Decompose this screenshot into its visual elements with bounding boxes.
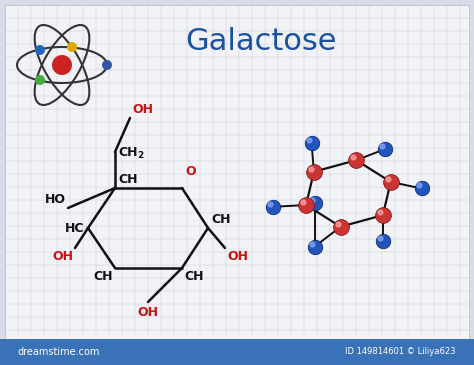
Text: CH: CH (184, 270, 203, 283)
Text: CH: CH (118, 146, 137, 158)
Text: HC: HC (64, 222, 84, 234)
Circle shape (102, 60, 112, 70)
Point (415, 182, 422, 188)
Text: Galactose: Galactose (185, 27, 337, 57)
Text: OH: OH (137, 306, 158, 319)
Point (307, 166, 315, 172)
Point (376, 209, 383, 215)
Text: OH: OH (227, 250, 248, 263)
Point (299, 199, 307, 205)
Text: ID 149814601 © Liliya623: ID 149814601 © Liliya623 (346, 347, 456, 357)
Point (352, 157, 360, 163)
Point (379, 238, 387, 243)
Circle shape (35, 45, 45, 55)
Point (308, 197, 315, 203)
Point (418, 185, 425, 191)
Point (311, 244, 319, 250)
Point (378, 143, 385, 149)
Point (305, 137, 312, 142)
Point (387, 179, 394, 185)
Point (308, 140, 315, 146)
Circle shape (52, 55, 72, 75)
Text: CH: CH (211, 213, 230, 226)
Circle shape (35, 75, 45, 85)
Bar (0, 339, 474, 365)
Point (334, 221, 341, 227)
Point (302, 202, 310, 208)
Point (311, 200, 319, 206)
Text: 2: 2 (137, 151, 143, 161)
Point (379, 212, 387, 218)
Point (269, 204, 277, 210)
Circle shape (67, 42, 77, 52)
Text: OH: OH (132, 103, 153, 116)
Point (337, 224, 345, 230)
Point (266, 201, 273, 207)
Text: CH: CH (118, 173, 137, 186)
Text: CH: CH (93, 270, 113, 283)
Point (384, 176, 392, 182)
Text: OH: OH (52, 250, 73, 263)
Point (308, 241, 315, 247)
Text: O: O (185, 165, 196, 178)
Text: HO: HO (45, 193, 66, 206)
Point (310, 169, 318, 175)
Point (349, 154, 357, 160)
Text: dreamstime.com: dreamstime.com (18, 347, 100, 357)
Point (381, 146, 388, 152)
Point (376, 235, 383, 241)
